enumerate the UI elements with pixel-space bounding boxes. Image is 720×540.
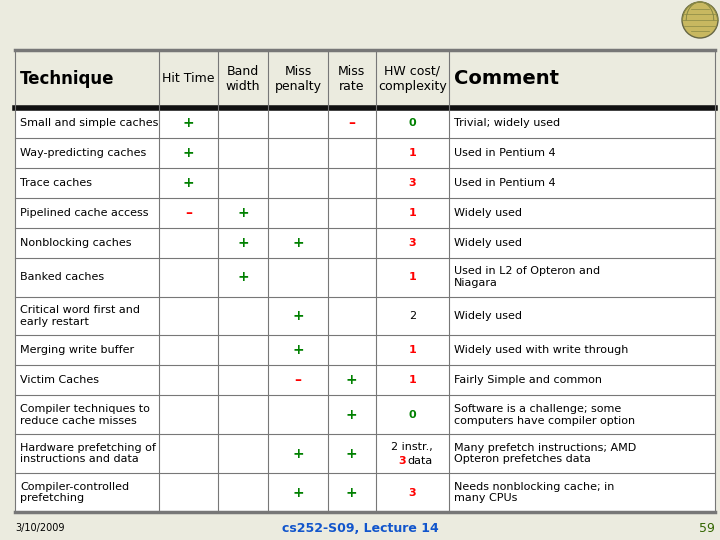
Circle shape	[682, 2, 718, 38]
Text: Way-predicting caches: Way-predicting caches	[20, 148, 146, 158]
Text: Hardware prefetching of
instructions and data: Hardware prefetching of instructions and…	[20, 443, 156, 464]
Text: Pipelined cache access: Pipelined cache access	[20, 208, 148, 218]
Text: +: +	[346, 485, 358, 500]
Text: 1: 1	[408, 346, 416, 355]
Text: 59: 59	[699, 522, 715, 535]
Text: Comment: Comment	[454, 70, 559, 89]
Text: HW cost/
complexity: HW cost/ complexity	[378, 65, 446, 93]
Text: Victim Caches: Victim Caches	[20, 375, 99, 386]
Text: Miss
rate: Miss rate	[338, 65, 365, 93]
Text: Widely used with write through: Widely used with write through	[454, 346, 629, 355]
Text: Banked caches: Banked caches	[20, 272, 104, 282]
Bar	[15, 258, 715, 296]
Text: Technique: Technique	[20, 70, 114, 88]
Text: +: +	[292, 485, 304, 500]
Text: Critical word first and
early restart: Critical word first and early restart	[20, 305, 140, 327]
Text: Merging write buffer: Merging write buffer	[20, 346, 134, 355]
Text: +: +	[292, 309, 304, 323]
Text: Nonblocking caches: Nonblocking caches	[20, 238, 132, 248]
Text: Small and simple caches: Small and simple caches	[20, 118, 158, 128]
Text: +: +	[346, 373, 358, 387]
Text: 2 instr.,: 2 instr.,	[392, 442, 433, 451]
Text: 3: 3	[398, 456, 406, 465]
Text: +: +	[292, 343, 304, 357]
Text: Widely used: Widely used	[454, 238, 522, 248]
Text: 3: 3	[408, 178, 416, 188]
Bar	[15, 108, 715, 138]
Text: 3: 3	[408, 238, 416, 248]
Text: –: –	[185, 206, 192, 220]
Text: +: +	[292, 447, 304, 461]
Text: 1: 1	[408, 208, 416, 218]
Text: 1: 1	[408, 272, 416, 282]
Text: 0: 0	[408, 410, 416, 420]
Text: –: –	[348, 116, 355, 130]
Text: 3: 3	[408, 488, 416, 497]
Bar	[15, 228, 715, 258]
Bar	[15, 366, 715, 395]
Text: +: +	[292, 235, 304, 249]
Text: Used in Pentium 4: Used in Pentium 4	[454, 148, 556, 158]
Text: 3/10/2009: 3/10/2009	[15, 523, 65, 533]
Text: Compiler techniques to
reduce cache misses: Compiler techniques to reduce cache miss…	[20, 404, 150, 426]
Text: 0: 0	[408, 118, 416, 128]
Text: +: +	[238, 206, 249, 220]
Text: Needs nonblocking cache; in
many CPUs: Needs nonblocking cache; in many CPUs	[454, 482, 614, 503]
Bar	[15, 138, 715, 168]
Text: +: +	[182, 146, 194, 160]
Text: 1: 1	[408, 148, 416, 158]
Text: +: +	[238, 235, 249, 249]
Text: Trace caches: Trace caches	[20, 178, 92, 188]
Text: data: data	[408, 456, 433, 465]
Bar	[15, 198, 715, 228]
Text: Compiler-controlled
prefetching: Compiler-controlled prefetching	[20, 482, 129, 503]
Text: Miss
penalty: Miss penalty	[274, 65, 322, 93]
Text: 1: 1	[408, 375, 416, 386]
Text: Hit Time: Hit Time	[162, 72, 215, 85]
Text: Widely used: Widely used	[454, 311, 522, 321]
Bar	[15, 50, 715, 108]
Text: +: +	[238, 270, 249, 284]
Bar	[15, 434, 715, 473]
Text: +: +	[346, 447, 358, 461]
Text: 2: 2	[409, 311, 416, 321]
Text: –: –	[294, 373, 302, 387]
Bar	[15, 473, 715, 512]
Text: cs252-S09, Lecture 14: cs252-S09, Lecture 14	[282, 522, 438, 535]
Text: Widely used: Widely used	[454, 208, 522, 218]
Text: Used in Pentium 4: Used in Pentium 4	[454, 178, 556, 188]
Text: +: +	[182, 116, 194, 130]
Text: Software is a challenge; some
computers have compiler option: Software is a challenge; some computers …	[454, 404, 635, 426]
Text: Fairly Simple and common: Fairly Simple and common	[454, 375, 602, 386]
Text: +: +	[182, 176, 194, 190]
Text: +: +	[346, 408, 358, 422]
Bar	[15, 168, 715, 198]
Bar	[15, 296, 715, 335]
Text: Band
width: Band width	[226, 65, 261, 93]
Text: Used in L2 of Opteron and
Niagara: Used in L2 of Opteron and Niagara	[454, 266, 600, 288]
Text: Many prefetch instructions; AMD
Opteron prefetches data: Many prefetch instructions; AMD Opteron …	[454, 443, 636, 464]
Text: Trivial; widely used: Trivial; widely used	[454, 118, 560, 128]
Bar	[15, 335, 715, 366]
Bar	[15, 395, 715, 434]
